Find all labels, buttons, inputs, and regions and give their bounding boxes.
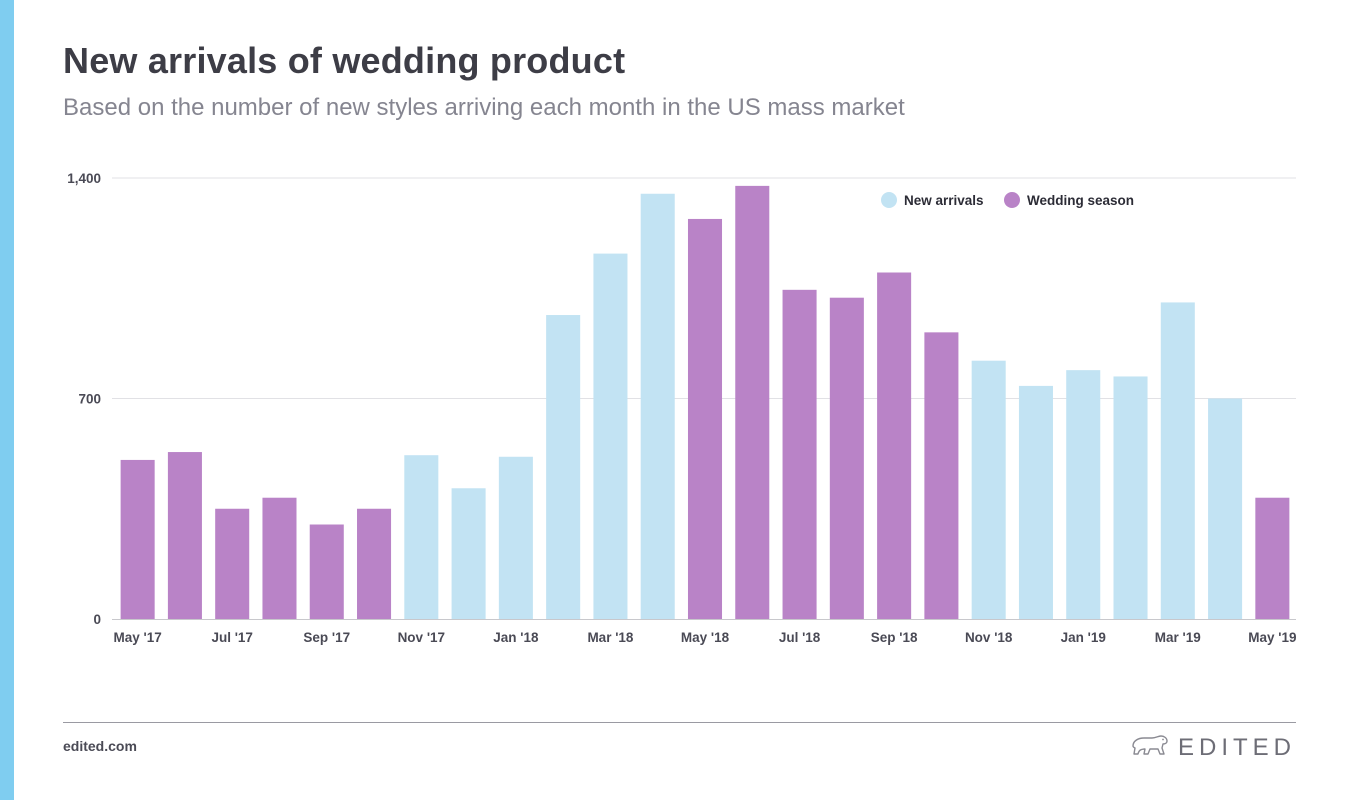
chart-title: New arrivals of wedding product: [63, 40, 626, 81]
x-tick-label: Sep '17: [303, 630, 350, 645]
bar-wedding-season: [120, 459, 155, 619]
bar-wedding-season: [829, 297, 864, 619]
bar-new-arrivals: [1066, 370, 1101, 619]
bar-new-arrivals: [1160, 302, 1195, 619]
bar-new-arrivals: [546, 315, 581, 619]
bar-new-arrivals: [451, 488, 486, 619]
bar-new-arrivals: [1018, 385, 1053, 619]
bar-wedding-season: [735, 185, 770, 619]
chart-subtitle: Based on the number of new styles arrivi…: [63, 94, 905, 121]
x-tick-label: Nov '18: [965, 630, 1013, 645]
legend-swatch-new-arrivals: [881, 192, 897, 208]
x-tick-label: Jul '17: [211, 630, 252, 645]
x-tick-label: Nov '17: [398, 630, 445, 645]
bar-wedding-season: [167, 452, 202, 619]
bar-new-arrivals: [498, 456, 533, 619]
legend: New arrivals Wedding season: [881, 192, 1134, 208]
x-tick-label: May '17: [114, 630, 162, 645]
bar-wedding-season: [924, 332, 959, 619]
brand-logo: EDITED: [1130, 733, 1296, 762]
x-tick-label: May '18: [681, 630, 730, 645]
polar-bear-icon: [1130, 733, 1170, 762]
y-tick-label: 1,400: [67, 171, 101, 186]
x-tick-label: Jan '18: [493, 630, 539, 645]
bar-wedding-season: [1255, 497, 1290, 619]
bar-new-arrivals: [640, 193, 675, 619]
bar-new-arrivals: [971, 360, 1006, 619]
x-tick-label: Sep '18: [871, 630, 918, 645]
bar-chart: 0 700 1,400 May '17 Jul '17 Sep '17 Nov '17 Jan…: [67, 171, 1296, 645]
bar-wedding-season: [357, 508, 392, 619]
y-tick-label: 700: [78, 392, 101, 407]
x-tick-label: Jul '18: [779, 630, 821, 645]
bars: [120, 185, 1290, 619]
bar-wedding-season: [782, 289, 817, 619]
bar-new-arrivals: [593, 253, 628, 619]
footer-url: edited.com: [63, 738, 137, 754]
brand-wordmark: EDITED: [1177, 733, 1296, 761]
axes: 0 700 1,400 May '17 Jul '17 Sep '17 Nov '17 Jan…: [67, 171, 1296, 645]
x-tick-label: Mar '19: [1155, 630, 1201, 645]
legend-label: Wedding season: [1027, 193, 1134, 208]
legend-label: New arrivals: [904, 193, 984, 208]
x-tick-label: May '19: [1248, 630, 1296, 645]
bar-wedding-season: [262, 497, 297, 619]
bar-wedding-season: [309, 524, 344, 619]
bar-new-arrivals: [1208, 398, 1243, 619]
footer-divider: [63, 722, 1296, 723]
y-tick-label: 0: [93, 612, 101, 627]
bar-wedding-season: [877, 272, 912, 619]
bar-wedding-season: [215, 508, 250, 619]
x-tick-label: Jan '19: [1061, 630, 1106, 645]
x-tick-label: Mar '18: [587, 630, 633, 645]
legend-swatch-wedding-season: [1004, 192, 1020, 208]
bar-new-arrivals: [404, 455, 439, 619]
accent-bar: [0, 0, 14, 800]
bar-new-arrivals: [1113, 376, 1148, 619]
bar-wedding-season: [687, 218, 723, 619]
